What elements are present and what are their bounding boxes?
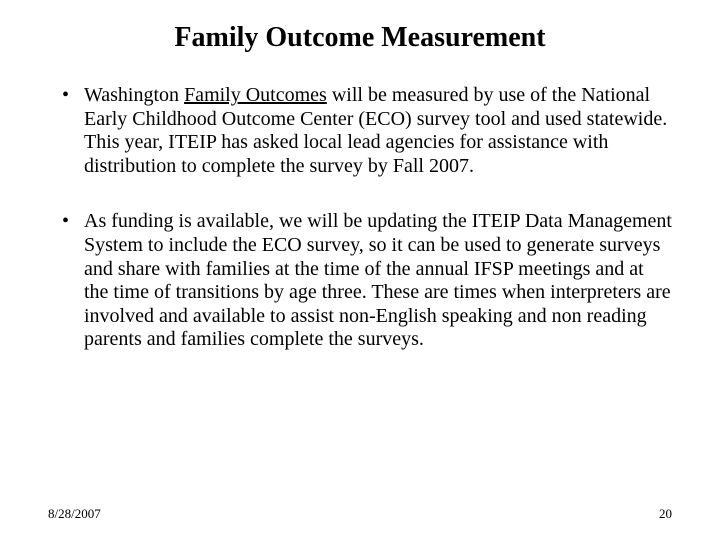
footer-date: 8/28/2007	[48, 506, 101, 522]
bullet-item: Washington Family Outcomes will be measu…	[58, 84, 672, 178]
slide-container: Family Outcome Measurement Washington Fa…	[0, 0, 720, 540]
slide-title: Family Outcome Measurement	[48, 22, 672, 54]
bullet-text-prefix: Washington	[84, 84, 184, 106]
footer-page-number: 20	[659, 506, 672, 522]
bullet-text-rest: As funding is available, we will be upda…	[84, 210, 672, 350]
bullet-text-underlined: Family Outcomes	[184, 84, 327, 106]
bullet-item: As funding is available, we will be upda…	[58, 210, 672, 352]
bullet-list: Washington Family Outcomes will be measu…	[48, 84, 672, 352]
